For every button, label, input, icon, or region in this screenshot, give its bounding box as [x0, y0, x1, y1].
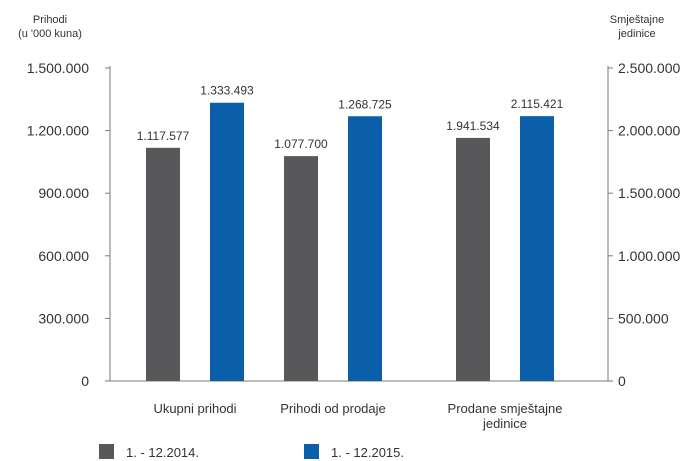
right-axis-tick-label: 500.000	[618, 310, 669, 326]
bar-series-1-cat-2	[284, 156, 318, 381]
left-axis-tick-label: 1.200.000	[27, 123, 89, 139]
category-label: Prihodi od prodaje	[280, 401, 386, 416]
right-axis-tick-label: 1.500.000	[618, 185, 680, 201]
right-axis-title: jedinice	[617, 28, 655, 40]
bar-series-1-cat-1	[146, 147, 180, 381]
left-axis-tick-label: 600.000	[38, 248, 89, 264]
right-axis-title: Smještajne	[610, 14, 664, 26]
left-axis-tick-label: 300.000	[38, 310, 89, 326]
bar-value-label: 1.333.493	[200, 84, 254, 98]
bar-value-label: 1.117.577	[137, 129, 190, 143]
right-axis-tick-label: 2.000.000	[618, 123, 680, 139]
bar-series-1-cat-3	[456, 137, 490, 381]
category-label: Ukupni prihodi	[153, 401, 236, 416]
right-axis-tick-label: 1.000.000	[618, 248, 680, 264]
left-axis-title: (u '000 kuna)	[18, 28, 82, 40]
bar-value-label: 1.077.700	[274, 137, 328, 151]
legend-label-2: 1. - 12.2015.	[331, 445, 404, 460]
category-label: jedinice	[482, 416, 527, 431]
left-axis-title: Prihodi	[33, 14, 67, 26]
left-axis-tick-label: 900.000	[38, 185, 89, 201]
bar-value-label: 1.941.534	[446, 119, 500, 133]
right-axis-tick-label: 0	[618, 373, 626, 389]
bar-series-2-cat-3	[520, 116, 554, 381]
bar-value-label: 2.115.421	[511, 97, 564, 111]
legend-swatch-2	[304, 444, 319, 459]
right-axis-tick-label: 2.500.000	[618, 60, 680, 76]
bar-series-2-cat-2	[348, 116, 382, 381]
legend-swatch-1	[99, 444, 114, 459]
category-label: Prodane smještajne	[448, 401, 563, 416]
left-axis-tick-label: 0	[81, 373, 89, 389]
legend-label-1: 1. - 12.2014.	[126, 445, 199, 460]
bar-value-label: 1.268.725	[338, 97, 392, 111]
bar-series-2-cat-1	[210, 102, 244, 382]
left-axis-tick-label: 1.500.000	[27, 60, 89, 76]
